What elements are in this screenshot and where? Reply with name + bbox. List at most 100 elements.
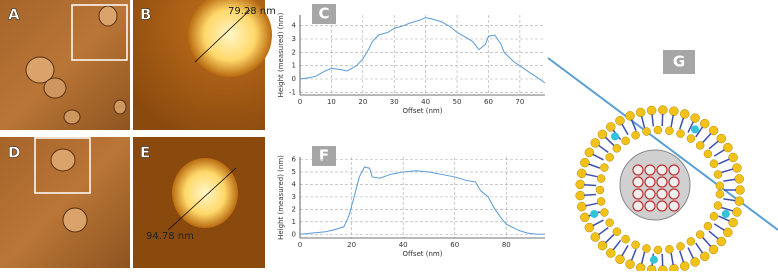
lipid-head xyxy=(580,213,589,222)
tube xyxy=(645,165,655,175)
tube xyxy=(633,201,643,211)
y-tick-label: 6 xyxy=(292,155,297,163)
x-tick-label: 60 xyxy=(484,98,493,106)
lipid-head xyxy=(665,127,673,135)
panel-label: B xyxy=(140,6,151,24)
lipid-head xyxy=(606,153,614,161)
tube xyxy=(657,177,667,187)
lipid-head xyxy=(696,231,704,239)
y-tick-label: 3 xyxy=(292,35,296,43)
lipid-head xyxy=(576,180,585,189)
lipid-head xyxy=(636,263,645,271)
x-axis-label: Offset (nm) xyxy=(403,107,443,115)
lipid-head xyxy=(669,264,678,271)
lipid-head xyxy=(622,235,630,243)
lipid-head xyxy=(691,257,700,266)
drug xyxy=(611,132,619,140)
x-tick-label: 30 xyxy=(390,98,399,106)
lipid-tail xyxy=(632,249,636,260)
lipid-tail xyxy=(723,199,735,201)
lipid-head xyxy=(577,202,586,211)
vesicle xyxy=(64,110,80,124)
lipid-head xyxy=(665,245,673,253)
lipid-tail xyxy=(652,114,653,126)
lipid-head xyxy=(669,107,678,116)
lipid-head xyxy=(710,160,718,168)
drug xyxy=(590,210,598,218)
tube xyxy=(669,177,679,187)
tube xyxy=(657,165,667,175)
lipid-head xyxy=(677,130,685,138)
y-tick-label: 5 xyxy=(292,168,296,176)
lipid-tail xyxy=(642,252,645,264)
lipid-tail xyxy=(586,203,598,205)
lipid-head xyxy=(600,164,608,172)
lipid-head xyxy=(585,223,594,232)
tube xyxy=(657,201,667,211)
x-tick-label: 0 xyxy=(298,241,302,249)
x-tick-label: 60 xyxy=(450,241,459,249)
lipid-tail xyxy=(722,169,734,172)
tube xyxy=(669,189,679,199)
lipid-head xyxy=(704,150,712,158)
x-tick-label: 70 xyxy=(515,98,524,106)
lipid-head xyxy=(732,163,741,172)
vesicle xyxy=(63,208,87,232)
lipid-head xyxy=(596,186,604,194)
lipid-head xyxy=(613,144,621,152)
lipid-head xyxy=(622,137,630,145)
lipid-head xyxy=(687,237,695,245)
x-tick-label: 40 xyxy=(421,98,430,106)
y-tick-label: 1 xyxy=(292,218,296,226)
lipid-head xyxy=(606,219,614,227)
lipid-head xyxy=(654,246,662,254)
lipid-head xyxy=(729,218,738,227)
tube xyxy=(645,177,655,187)
lipid-head xyxy=(616,255,625,264)
profile-line xyxy=(300,167,545,234)
lipid-tail xyxy=(696,243,703,253)
lipid-head xyxy=(735,197,744,206)
lipid-tail xyxy=(622,124,628,134)
lipid-head xyxy=(600,208,608,216)
lipid-head xyxy=(616,116,625,125)
y-tick-label: 0 xyxy=(292,75,296,83)
y-tick-label: 1 xyxy=(292,62,296,70)
y-tick-label: -1 xyxy=(289,88,296,96)
lipid-head xyxy=(736,186,745,195)
lipid-tail xyxy=(680,251,684,262)
lipid-tail xyxy=(703,238,711,247)
tube xyxy=(669,201,679,211)
vesicle xyxy=(114,100,126,114)
drug xyxy=(691,125,699,133)
lipid-head xyxy=(585,148,594,157)
lipid-head xyxy=(654,126,662,134)
lipid-head xyxy=(677,242,685,250)
lipid-head xyxy=(714,202,722,210)
drug xyxy=(650,256,658,264)
tube xyxy=(633,165,643,175)
y-tick-label: 0 xyxy=(292,230,296,238)
lipid-head xyxy=(716,182,724,190)
tube xyxy=(633,189,643,199)
lipid-head xyxy=(626,260,635,269)
lipid-head xyxy=(643,128,651,136)
y-tick-label: 2 xyxy=(292,205,296,213)
tube xyxy=(669,165,679,175)
lipid-tail xyxy=(622,245,628,255)
lipid-head xyxy=(636,108,645,117)
y-tick-label: 4 xyxy=(292,180,297,188)
tube xyxy=(645,201,655,211)
lipid-head xyxy=(680,262,689,271)
lipid-head xyxy=(723,228,732,237)
tube xyxy=(645,189,655,199)
x-tick-label: 0 xyxy=(298,98,302,106)
lipid-head xyxy=(700,119,709,128)
lipid-tail xyxy=(584,185,596,186)
lipid-head xyxy=(613,228,621,236)
panel-label: E xyxy=(140,144,150,162)
lipid-tail xyxy=(671,115,673,127)
lipid-head xyxy=(687,135,695,143)
